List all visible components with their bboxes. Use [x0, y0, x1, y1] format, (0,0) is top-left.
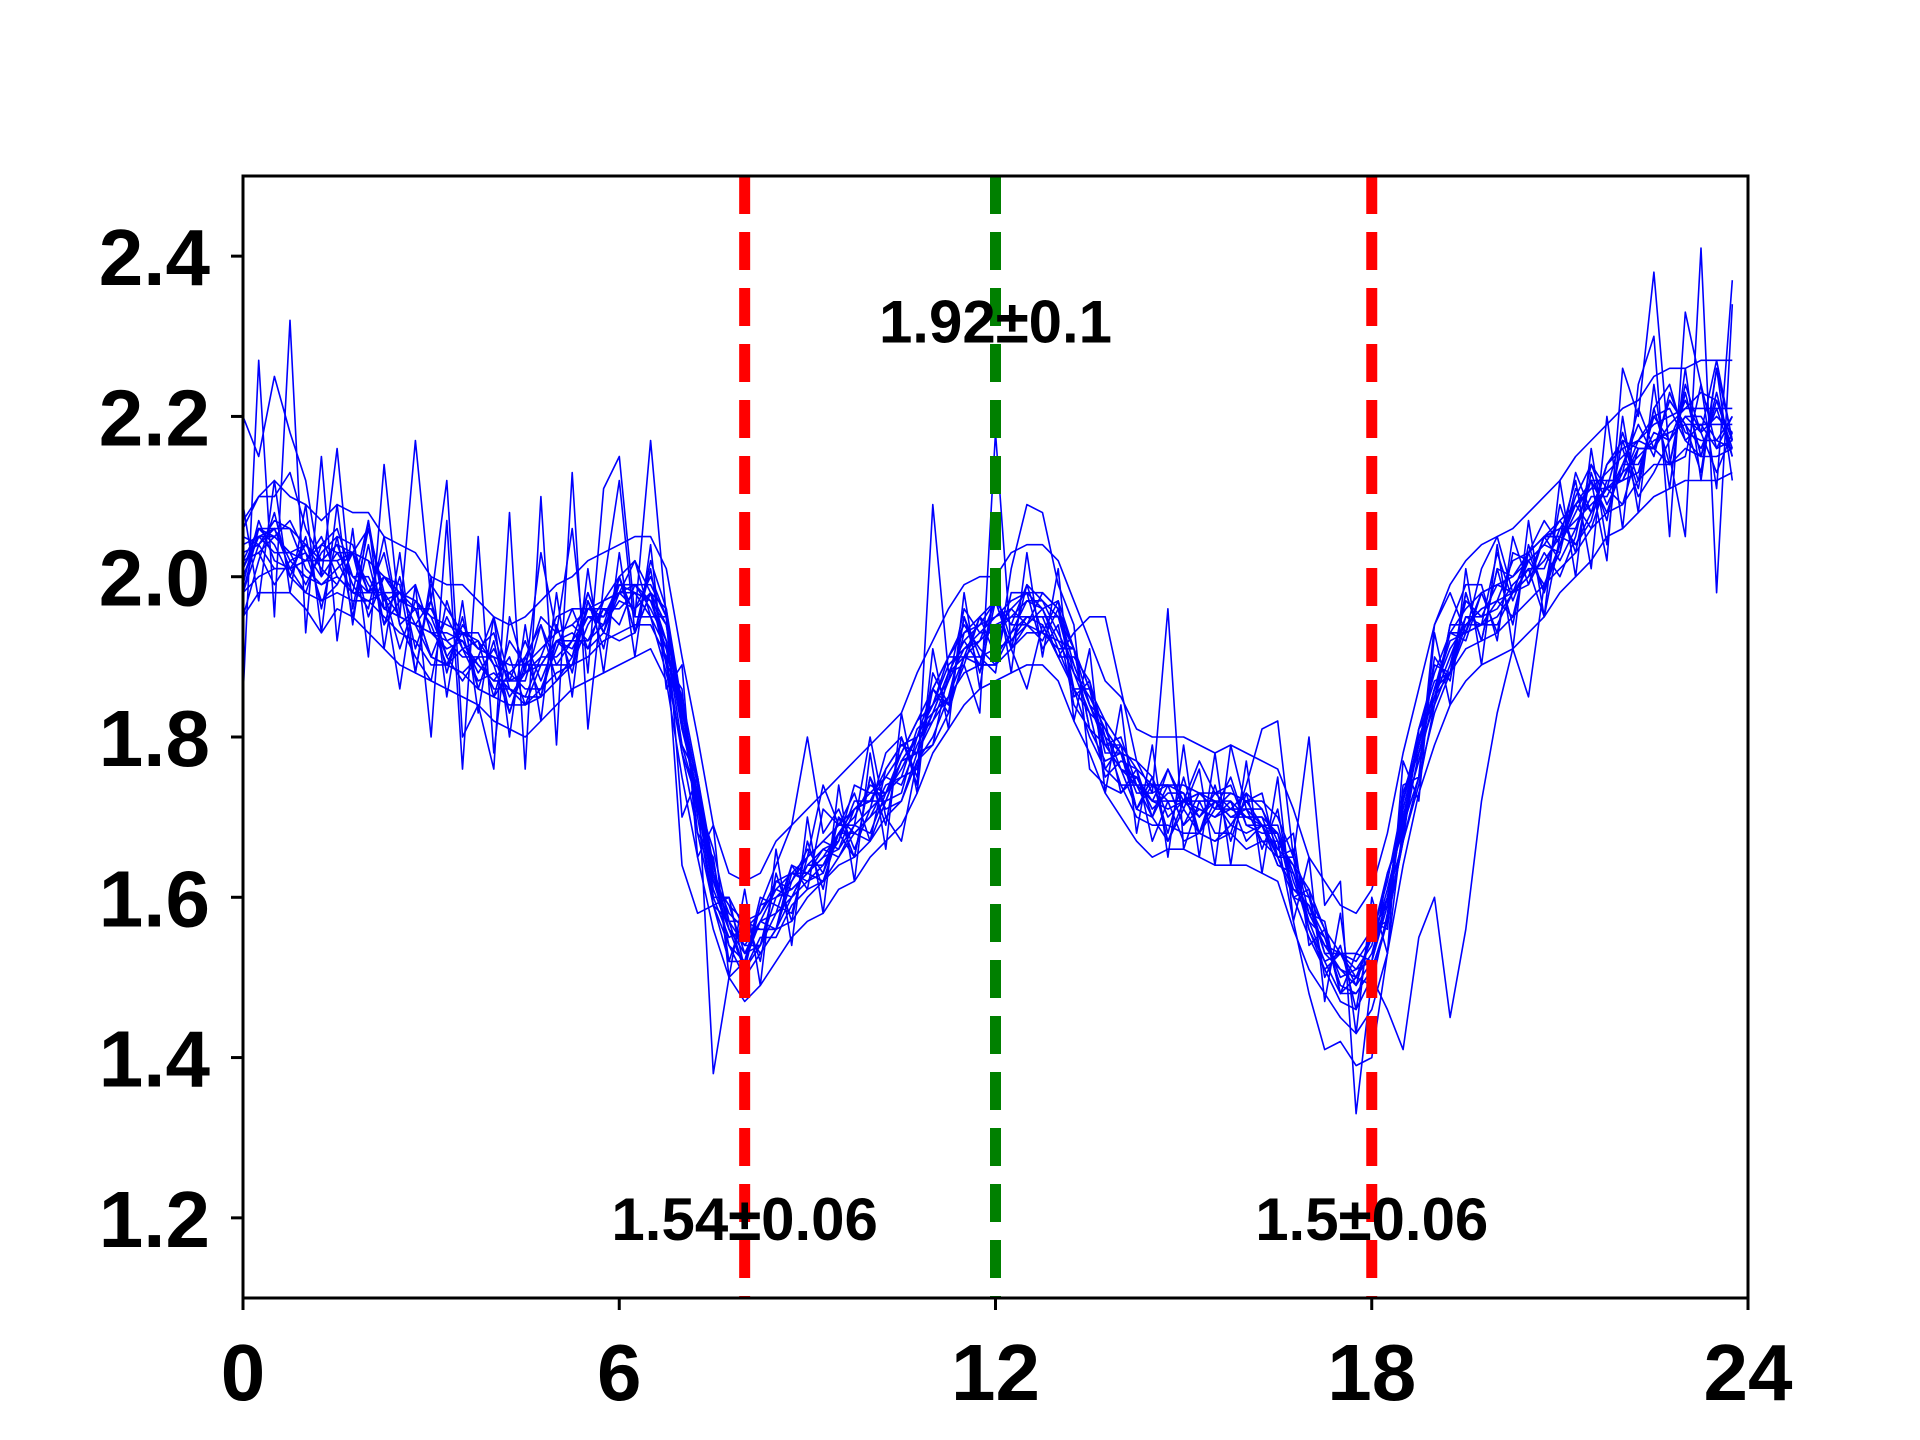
- annotation-3: 1.5±0.06: [1255, 1186, 1488, 1253]
- annotation-2: 1.54±0.06: [611, 1186, 877, 1253]
- x-tick-label: 0: [221, 1328, 266, 1417]
- x-tick-label: 6: [597, 1328, 642, 1417]
- series-line-18: [242, 407, 1733, 963]
- y-tick-label: 1.6: [99, 854, 210, 943]
- series-line-19: [242, 280, 1734, 1075]
- annotations: 1.92±0.1 1.54±0.06 1.5±0.06: [611, 288, 1488, 1253]
- y-tick-label: 1.2: [99, 1175, 210, 1264]
- y-tick-label: 2.2: [99, 373, 210, 462]
- y-tick-label: 1.8: [99, 694, 210, 783]
- x-tick-label: 12: [951, 1328, 1040, 1417]
- y-tick-label: 2.4: [99, 213, 211, 302]
- series-line-14: [242, 367, 1734, 1035]
- annotation-1: 1.92±0.1: [879, 288, 1112, 355]
- y-tick-label: 1.4: [99, 1015, 211, 1104]
- x-tick-label: 18: [1327, 1328, 1416, 1417]
- x-tick-label: 24: [1704, 1328, 1793, 1417]
- series-lines: [242, 247, 1734, 1115]
- axis-ticks: 0 6 12 18 24 1.2 1.4 1.6 1.8 2.0 2.2 2.4: [99, 213, 1793, 1417]
- series-line-20: [242, 247, 1734, 1115]
- y-tick-label: 2.0: [99, 534, 210, 623]
- reference-lines: [739, 176, 1378, 1298]
